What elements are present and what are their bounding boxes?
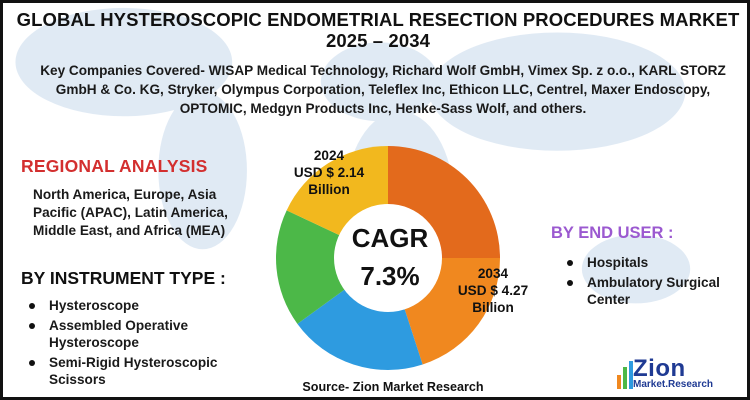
value-2034: USD $ 4.27: [457, 283, 529, 298]
donut-segment-4: [276, 210, 388, 324]
logo-tagline: Market.Research: [633, 379, 714, 390]
end-user-list: Hospitals Ambulatory Surgical Center: [563, 254, 743, 311]
unit-2024: Billion: [308, 182, 350, 197]
key-companies-text: Key Companies Covered- WISAP Medical Tec…: [40, 63, 726, 116]
list-item: Hospitals: [563, 254, 743, 271]
year-2034: 2034: [477, 266, 509, 281]
end-user-heading: BY END USER :: [551, 224, 674, 242]
regional-analysis-heading: REGIONAL ANALYSIS: [21, 156, 208, 176]
market-2024-label: 2024 USD $ 2.14 Billion: [279, 147, 379, 198]
value-2024: USD $ 2.14: [293, 165, 365, 180]
zion-logo: Zion Market.Research: [615, 355, 715, 395]
list-item: Ambulatory Surgical Center: [563, 274, 743, 308]
title-line-2: 2025 – 2034: [326, 30, 430, 51]
cagr-value: 7.3%: [360, 261, 420, 291]
source-text: Source- Zion Market Research: [302, 380, 484, 394]
list-item: Hysteroscope: [25, 297, 270, 314]
list-item: Assembled Operative Hysteroscope: [25, 317, 270, 351]
instrument-type-heading: BY INSTRUMENT TYPE :: [21, 268, 226, 288]
unit-2034: Billion: [472, 300, 514, 315]
cagr-badge: CAGR 7.3%: [335, 223, 445, 291]
donut-center: [334, 204, 442, 312]
list-item: Semi-Rigid Hysteroscopic Scissors: [25, 354, 270, 388]
logo-mark-icon: [617, 361, 633, 389]
cagr-label: CAGR: [351, 223, 429, 253]
logo-name: Zion: [633, 355, 686, 382]
infographic-title: GLOBAL HYSTEROSCOPIC ENDOMETRIAL RESECTI…: [3, 9, 747, 51]
instrument-type-list: Hysteroscope Assembled Operative Hystero…: [25, 297, 270, 391]
regional-analysis-text: North America, Europe, Asia Pacific (APA…: [33, 187, 228, 238]
market-2034-label: 2034 USD $ 4.27 Billion: [443, 265, 543, 316]
market-donut-chart: [276, 146, 500, 370]
year-2024: 2024: [313, 148, 345, 163]
title-line-1: GLOBAL HYSTEROSCOPIC ENDOMETRIAL RESECTI…: [16, 9, 740, 30]
